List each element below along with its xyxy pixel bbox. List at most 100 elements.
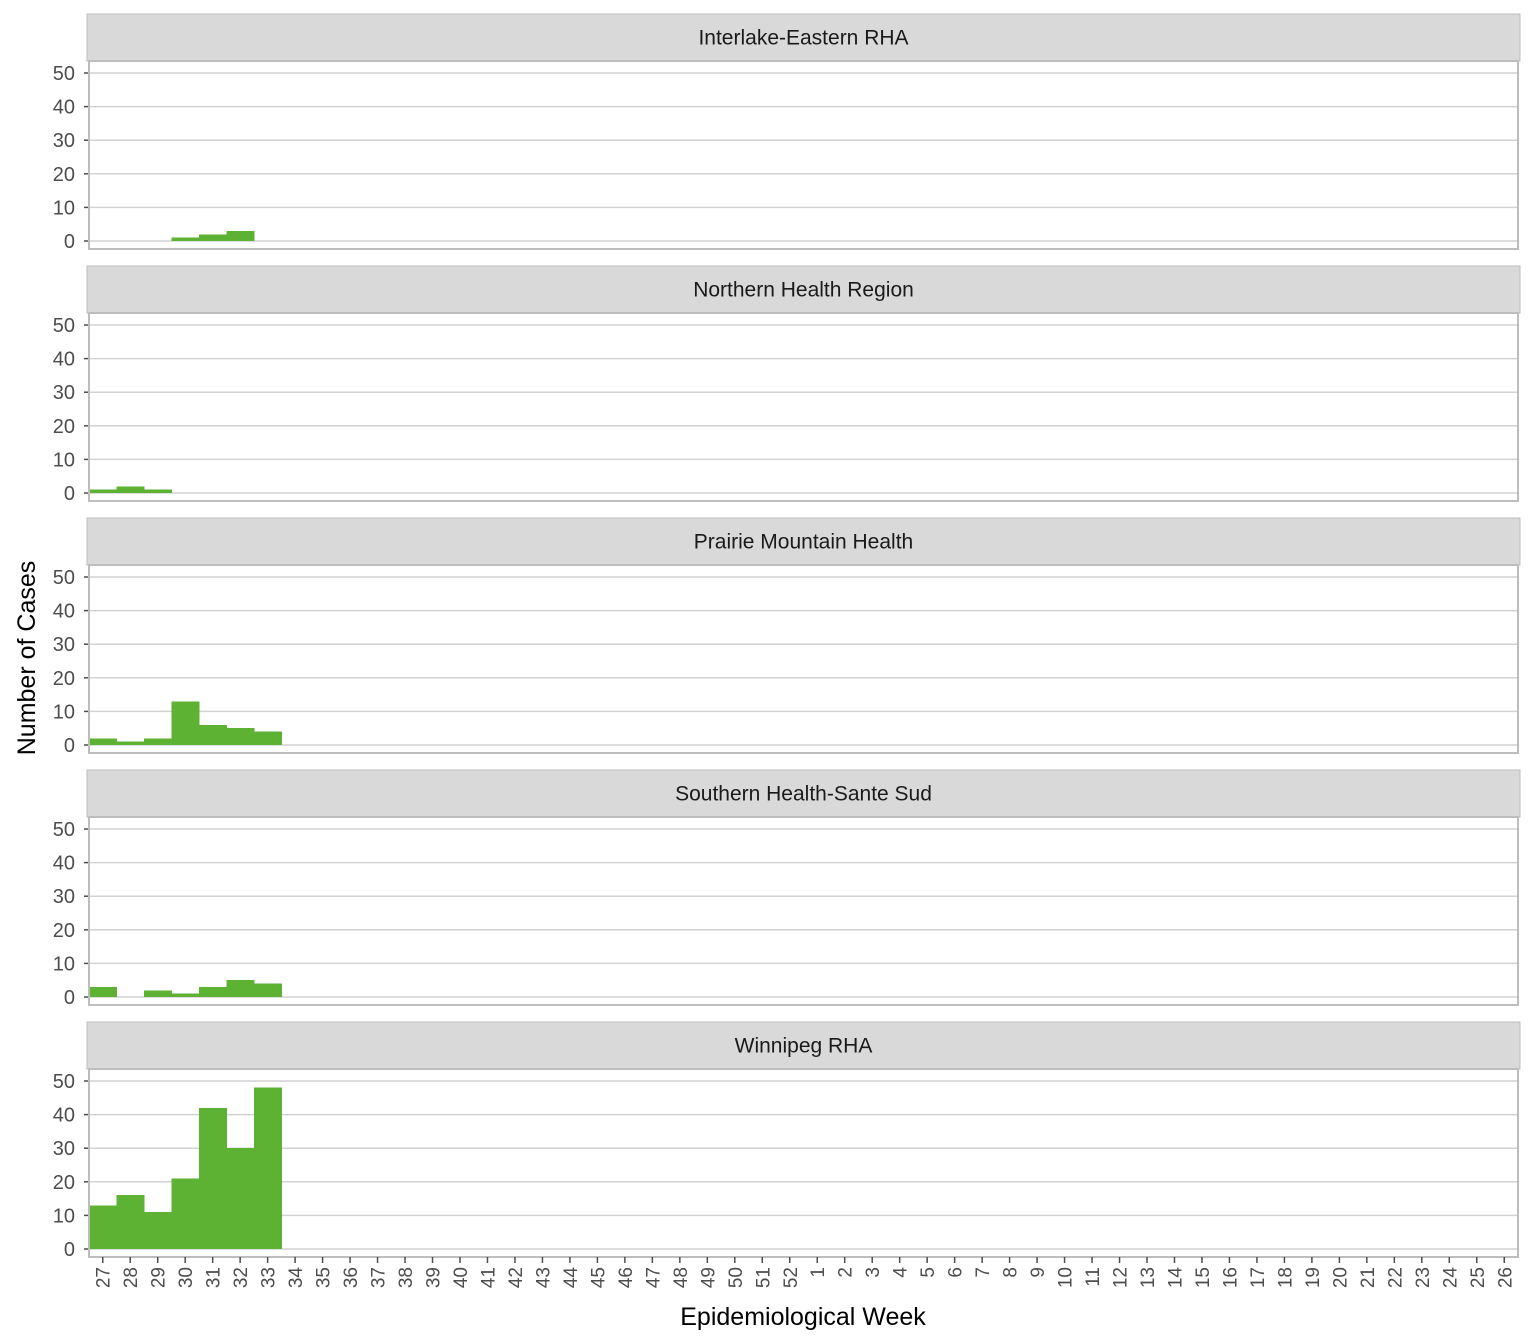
x-tick-label: 5 <box>918 1267 939 1278</box>
x-tick-label: 32 <box>231 1267 252 1288</box>
y-tick-label: 30 <box>53 1138 75 1160</box>
bar <box>116 1195 145 1249</box>
panel-title: Southern Health-Sante Sud <box>675 783 932 806</box>
x-axis-title: Epidemiological Week <box>680 1303 926 1331</box>
x-tick-label: 1 <box>808 1267 829 1278</box>
bar <box>253 983 282 997</box>
x-tick-label: 23 <box>1413 1267 1434 1288</box>
y-tick-label: 20 <box>53 1172 75 1194</box>
x-tick-label: 20 <box>1330 1267 1351 1288</box>
x-tick-label: 4 <box>891 1267 912 1278</box>
y-tick-label: 10 <box>53 197 75 219</box>
bar <box>89 986 117 997</box>
x-tick-label: 46 <box>616 1267 637 1288</box>
y-tick-label: 30 <box>53 130 75 152</box>
x-tick-label: 39 <box>424 1267 445 1288</box>
x-tick-label: 40 <box>451 1267 472 1288</box>
panel-strip <box>86 13 1521 62</box>
x-tick-label: 34 <box>286 1267 307 1289</box>
bar <box>143 489 172 493</box>
x-tick-label: 21 <box>1358 1267 1379 1288</box>
x-tick-label: 26 <box>1495 1267 1516 1288</box>
bar <box>89 489 117 493</box>
y-tick-label: 10 <box>53 449 75 471</box>
y-tick-label: 40 <box>53 1105 75 1127</box>
y-tick-label: 50 <box>53 63 75 85</box>
panel-strip <box>86 1021 1521 1070</box>
panel-4: Southern Health-Sante Sud 0 10 20 30 40 50 <box>53 769 1521 1009</box>
x-tick-label: 17 <box>1248 1267 1269 1288</box>
x-axis: 27 28 29 30 31 32 33 34 35 36 37 38 39 40 41 42 43 44 45 46… <box>94 1257 1516 1289</box>
y-tick-label: 0 <box>64 735 75 757</box>
panel-title: Northern Health Region <box>693 279 914 302</box>
bar <box>143 1212 172 1249</box>
bar <box>226 230 255 241</box>
y-tick-label: 0 <box>64 987 75 1009</box>
x-tick-label: 51 <box>753 1267 774 1288</box>
y-tick-label: 50 <box>53 819 75 841</box>
panel-1: Interlake-Eastern RHA 0 10 20 30 40 50 <box>53 13 1521 253</box>
panel-strip <box>86 769 1521 818</box>
y-tick-label: 30 <box>53 886 75 908</box>
x-tick-label: 8 <box>1001 1267 1022 1278</box>
x-tick-label: 38 <box>396 1267 417 1288</box>
y-tick-label: 20 <box>53 416 75 438</box>
panel-title: Winnipeg RHA <box>735 1035 873 1058</box>
x-tick-label: 48 <box>671 1267 692 1288</box>
bar <box>253 1087 282 1249</box>
x-tick-label: 2 <box>836 1267 857 1278</box>
bar <box>226 1148 255 1249</box>
bar <box>143 738 172 745</box>
x-tick-label: 36 <box>341 1267 362 1288</box>
x-tick-label: 41 <box>478 1267 499 1288</box>
x-tick-label: 28 <box>121 1267 142 1288</box>
x-tick-label: 7 <box>973 1267 994 1278</box>
bar <box>226 728 255 745</box>
y-tick-label: 0 <box>64 1239 75 1261</box>
bar <box>116 741 145 745</box>
bar <box>89 738 117 745</box>
x-tick-label: 19 <box>1303 1267 1324 1288</box>
bar <box>116 486 145 493</box>
panel-frame <box>88 816 1519 1006</box>
y-tick-label: 30 <box>53 634 75 656</box>
y-tick-label: 10 <box>53 1205 75 1227</box>
y-tick-label: 20 <box>53 668 75 690</box>
x-tick-label: 24 <box>1440 1267 1461 1289</box>
y-tick-label: 40 <box>53 601 75 623</box>
bar <box>171 993 200 997</box>
x-tick-label: 35 <box>314 1267 335 1288</box>
bar <box>171 1178 200 1249</box>
y-tick-label: 0 <box>64 231 75 253</box>
bar <box>171 237 200 241</box>
x-tick-label: 18 <box>1275 1267 1296 1288</box>
x-tick-label: 50 <box>726 1267 747 1288</box>
x-tick-label: 45 <box>588 1267 609 1288</box>
y-tick-label: 0 <box>64 483 75 505</box>
x-tick-label: 31 <box>204 1267 225 1288</box>
x-tick-label: 14 <box>1165 1267 1186 1289</box>
x-tick-label: 6 <box>946 1267 967 1278</box>
x-tick-label: 43 <box>533 1267 554 1288</box>
y-tick-label: 30 <box>53 382 75 404</box>
panel-3: Prairie Mountain Health 0 10 20 30 40 50 <box>53 517 1521 757</box>
panel-5: Winnipeg RHA 0 10 20 30 40 50 <box>53 1021 1521 1261</box>
panel-frame <box>88 312 1519 502</box>
x-tick-label: 25 <box>1468 1267 1489 1288</box>
panel-strip <box>86 265 1521 314</box>
y-tick-label: 40 <box>53 97 75 119</box>
x-tick-label: 37 <box>369 1267 390 1288</box>
x-tick-label: 49 <box>698 1267 719 1288</box>
bar <box>253 731 282 745</box>
x-tick-label: 42 <box>506 1267 527 1288</box>
panel-2: Northern Health Region 0 10 20 30 40 50 <box>53 265 1521 505</box>
y-axis-title: Number of Cases <box>13 561 41 756</box>
x-tick-label: 16 <box>1220 1267 1241 1288</box>
panel-frame <box>88 1068 1519 1258</box>
x-tick-label: 47 <box>643 1267 664 1288</box>
x-tick-label: 27 <box>94 1267 115 1288</box>
y-tick-label: 10 <box>53 701 75 723</box>
x-tick-label: 15 <box>1193 1267 1214 1288</box>
y-tick-label: 40 <box>53 853 75 875</box>
bar <box>198 1107 227 1249</box>
